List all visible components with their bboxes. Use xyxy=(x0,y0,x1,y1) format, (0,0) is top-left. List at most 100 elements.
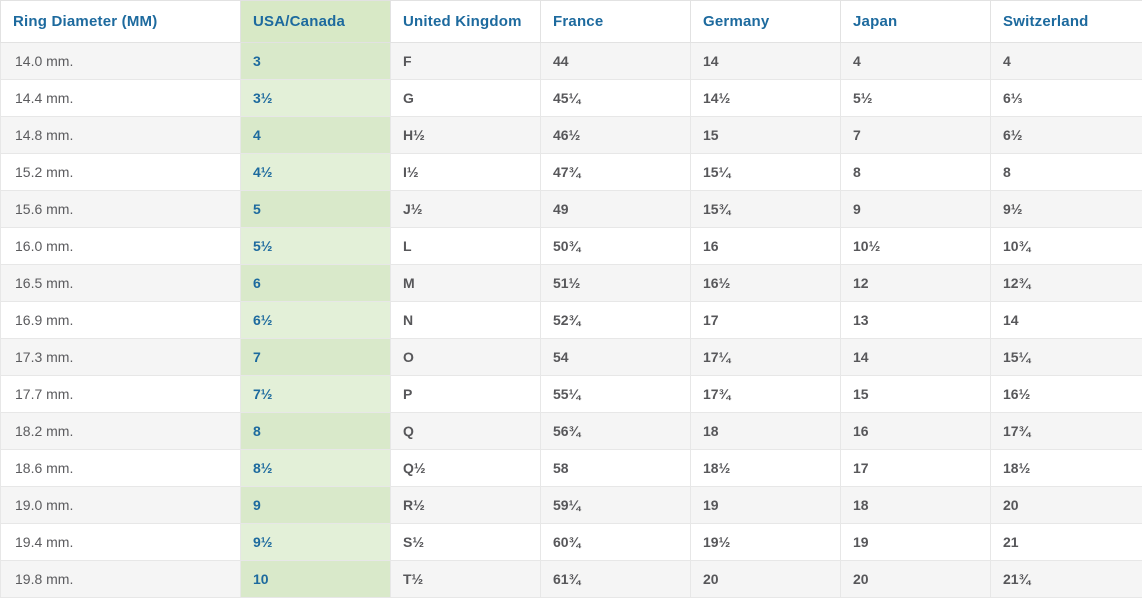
cell-uk: Q xyxy=(390,412,541,450)
cell-uk: M xyxy=(390,264,541,302)
cell-usa-canada: 8 xyxy=(240,412,391,450)
cell-usa-canada: 3 xyxy=(240,42,391,80)
cell-uk: O xyxy=(390,338,541,376)
cell-usa-canada: 7½ xyxy=(240,375,391,413)
col-header-ring-diameter: Ring Diameter (MM) xyxy=(0,0,241,43)
cell-diameter: 16.0 mm. xyxy=(0,227,241,265)
cell-france: 51½ xyxy=(540,264,691,302)
cell-uk: J½ xyxy=(390,190,541,228)
table-row: 15.2 mm. 4½ I½ 47¾ 15¼ 8 8 xyxy=(0,153,1142,191)
cell-switzerland: 16½ xyxy=(990,375,1142,413)
col-header-germany: Germany xyxy=(690,0,841,43)
table-row: 17.7 mm. 7½ P 55¼ 17¾ 15 16½ xyxy=(0,375,1142,413)
cell-japan: 13 xyxy=(840,301,991,339)
table-row: 19.4 mm. 9½ S½ 60¾ 19½ 19 21 xyxy=(0,523,1142,561)
cell-france: 44 xyxy=(540,42,691,80)
cell-uk: F xyxy=(390,42,541,80)
cell-germany: 15 xyxy=(690,116,841,154)
cell-diameter: 19.4 mm. xyxy=(0,523,241,561)
table-row: 14.0 mm. 3 F 44 14 4 4 xyxy=(0,42,1142,80)
cell-usa-canada: 6 xyxy=(240,264,391,302)
cell-uk: Q½ xyxy=(390,449,541,487)
cell-uk: P xyxy=(390,375,541,413)
cell-diameter: 17.3 mm. xyxy=(0,338,241,376)
col-header-united-kingdom: United Kingdom xyxy=(390,0,541,43)
table-row: 17.3 mm. 7 O 54 17¼ 14 15¼ xyxy=(0,338,1142,376)
cell-japan: 18 xyxy=(840,486,991,524)
cell-switzerland: 18½ xyxy=(990,449,1142,487)
cell-uk: R½ xyxy=(390,486,541,524)
cell-usa-canada: 9½ xyxy=(240,523,391,561)
cell-japan: 19 xyxy=(840,523,991,561)
cell-diameter: 16.5 mm. xyxy=(0,264,241,302)
cell-diameter: 15.6 mm. xyxy=(0,190,241,228)
cell-germany: 15¾ xyxy=(690,190,841,228)
cell-switzerland: 4 xyxy=(990,42,1142,80)
cell-uk: I½ xyxy=(390,153,541,191)
col-header-switzerland: Switzerland xyxy=(990,0,1142,43)
cell-france: 45¼ xyxy=(540,79,691,117)
cell-germany: 17¼ xyxy=(690,338,841,376)
table-row: 18.2 mm. 8 Q 56¾ 18 16 17¾ xyxy=(0,412,1142,450)
cell-diameter: 18.6 mm. xyxy=(0,449,241,487)
cell-france: 46½ xyxy=(540,116,691,154)
table-row: 14.8 mm. 4 H½ 46½ 15 7 6½ xyxy=(0,116,1142,154)
cell-uk: H½ xyxy=(390,116,541,154)
cell-france: 59¼ xyxy=(540,486,691,524)
cell-diameter: 14.0 mm. xyxy=(0,42,241,80)
col-header-france: France xyxy=(540,0,691,43)
cell-switzerland: 6½ xyxy=(990,116,1142,154)
cell-uk: G xyxy=(390,79,541,117)
cell-japan: 4 xyxy=(840,42,991,80)
table-body: 14.0 mm. 3 F 44 14 4 4 14.4 mm. 3½ G 45¼ 14½ 5½ 6⅓ 14.… xyxy=(0,42,1142,598)
table-row: 16.9 mm. 6½ N 52¾ 17 13 14 xyxy=(0,301,1142,339)
cell-japan: 20 xyxy=(840,560,991,598)
cell-uk: T½ xyxy=(390,560,541,598)
cell-france: 60¾ xyxy=(540,523,691,561)
cell-france: 49 xyxy=(540,190,691,228)
cell-usa-canada: 6½ xyxy=(240,301,391,339)
cell-switzerland: 17¾ xyxy=(990,412,1142,450)
cell-japan: 7 xyxy=(840,116,991,154)
cell-switzerland: 10¾ xyxy=(990,227,1142,265)
cell-france: 56¾ xyxy=(540,412,691,450)
cell-diameter: 19.0 mm. xyxy=(0,486,241,524)
cell-switzerland: 9½ xyxy=(990,190,1142,228)
cell-france: 50¾ xyxy=(540,227,691,265)
cell-diameter: 14.8 mm. xyxy=(0,116,241,154)
cell-switzerland: 20 xyxy=(990,486,1142,524)
cell-germany: 18 xyxy=(690,412,841,450)
table-row: 14.4 mm. 3½ G 45¼ 14½ 5½ 6⅓ xyxy=(0,79,1142,117)
cell-germany: 16 xyxy=(690,227,841,265)
cell-switzerland: 8 xyxy=(990,153,1142,191)
cell-france: 52¾ xyxy=(540,301,691,339)
cell-germany: 20 xyxy=(690,560,841,598)
cell-japan: 5½ xyxy=(840,79,991,117)
cell-uk: N xyxy=(390,301,541,339)
cell-switzerland: 21 xyxy=(990,523,1142,561)
cell-uk: S½ xyxy=(390,523,541,561)
cell-france: 55¼ xyxy=(540,375,691,413)
cell-france: 61¾ xyxy=(540,560,691,598)
cell-france: 58 xyxy=(540,449,691,487)
cell-germany: 17 xyxy=(690,301,841,339)
table-row: 18.6 mm. 8½ Q½ 58 18½ 17 18½ xyxy=(0,449,1142,487)
cell-diameter: 18.2 mm. xyxy=(0,412,241,450)
cell-usa-canada: 3½ xyxy=(240,79,391,117)
cell-usa-canada: 5½ xyxy=(240,227,391,265)
cell-usa-canada: 5 xyxy=(240,190,391,228)
cell-switzerland: 14 xyxy=(990,301,1142,339)
cell-japan: 8 xyxy=(840,153,991,191)
cell-switzerland: 6⅓ xyxy=(990,79,1142,117)
table-row: 15.6 mm. 5 J½ 49 15¾ 9 9½ xyxy=(0,190,1142,228)
cell-germany: 16½ xyxy=(690,264,841,302)
cell-usa-canada: 9 xyxy=(240,486,391,524)
cell-usa-canada: 10 xyxy=(240,560,391,598)
cell-germany: 19½ xyxy=(690,523,841,561)
cell-diameter: 19.8 mm. xyxy=(0,560,241,598)
table-row: 19.8 mm. 10 T½ 61¾ 20 20 21¾ xyxy=(0,560,1142,598)
cell-japan: 14 xyxy=(840,338,991,376)
cell-switzerland: 21¾ xyxy=(990,560,1142,598)
table-row: 19.0 mm. 9 R½ 59¼ 19 18 20 xyxy=(0,486,1142,524)
cell-france: 47¾ xyxy=(540,153,691,191)
